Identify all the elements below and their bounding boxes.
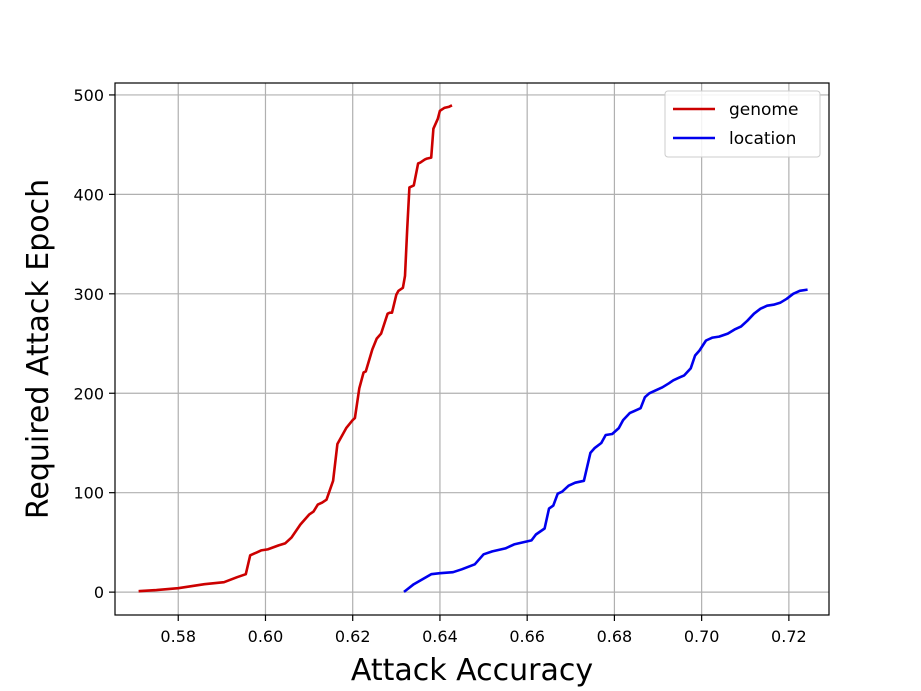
y-tick-label: 0 [94,583,104,602]
series-layer [138,104,808,593]
y-tick-label: 500 [73,86,104,105]
y-tick-label: 300 [73,285,104,304]
x-tick-label: 0.68 [597,627,633,646]
x-tick-label: 0.60 [248,627,284,646]
x-tick-label: 0.62 [335,627,371,646]
legend-frame [664,90,821,158]
series-line-location [403,288,808,593]
legend-label-genome: genome [729,100,798,120]
x-tick-label: 0.72 [771,627,807,646]
grid [115,83,829,615]
x-tick-label: 0.64 [422,627,458,646]
plot-area-frame [114,82,830,616]
series-line-genome [138,104,453,593]
y-tick-label: 100 [73,484,104,503]
x-tick-label: 0.66 [509,627,545,646]
x-axis-title: Attack Accuracy [351,653,593,688]
ticks: 0.58 0.60 0.62 0.64 0.66 0.68 0.70 0.72 0 100 200 3… [73,86,806,646]
x-tick-label: 0.58 [160,627,196,646]
x-tick-label: 0.70 [684,627,720,646]
y-tick-label: 400 [73,185,104,204]
legend: genome location [664,90,821,158]
y-axis-title: Required Attack Epoch [21,179,56,519]
legend-label-location: location [729,129,796,149]
y-tick-label: 200 [73,384,104,403]
